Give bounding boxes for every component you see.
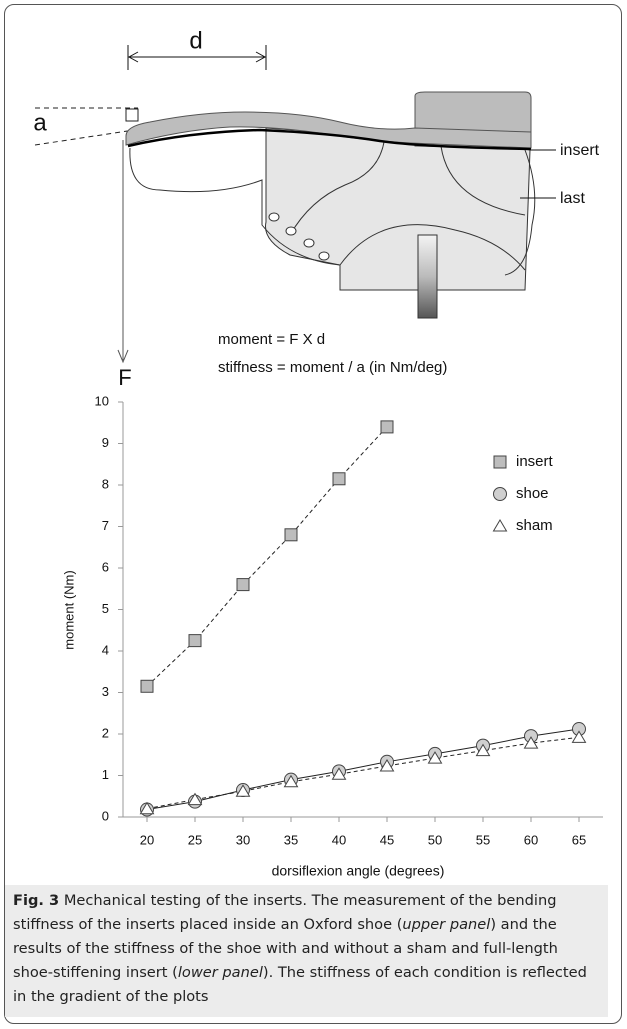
y-tick-label: 10 xyxy=(95,393,109,408)
marker xyxy=(381,421,393,433)
label-a: a xyxy=(33,109,47,136)
y-tick-label: 7 xyxy=(102,518,109,533)
x-tick-label: 45 xyxy=(380,832,394,847)
marker xyxy=(285,529,297,541)
caption-italic: lower panel xyxy=(178,964,263,981)
label-insert: insert xyxy=(560,142,600,159)
legend-marker xyxy=(494,456,506,468)
formula: moment = F X d xyxy=(218,331,325,348)
caption: Fig. 3 Mechanical testing of the inserts… xyxy=(5,885,608,1017)
shoe-diagram: d a insert last F moment = F X d stiffne… xyxy=(33,27,599,389)
pivot-square xyxy=(126,109,138,121)
figure: d a insert last F moment = F X d stiffne… xyxy=(0,0,627,885)
x-tick-label: 20 xyxy=(140,832,154,847)
x-axis-title: dorsiflexion angle (degrees) xyxy=(272,863,445,879)
clamp xyxy=(418,235,437,318)
series-line xyxy=(147,729,579,810)
marker xyxy=(237,579,249,591)
legend-label: sham xyxy=(516,517,553,534)
x-tick-label: 55 xyxy=(476,832,490,847)
last xyxy=(266,128,531,290)
y-tick-label: 2 xyxy=(102,725,109,740)
marker xyxy=(189,635,201,647)
label-last: last xyxy=(560,190,585,207)
y-tick-label: 4 xyxy=(102,642,109,657)
caption-italic: upper panel xyxy=(402,916,490,933)
caption-label: Fig. 3 xyxy=(13,892,59,909)
y-tick-label: 6 xyxy=(102,559,109,574)
legend-label: shoe xyxy=(516,485,549,502)
legend-label: insert xyxy=(516,453,554,470)
x-tick-label: 40 xyxy=(332,832,346,847)
label-d: d xyxy=(189,27,202,54)
x-tick-label: 65 xyxy=(572,832,586,847)
y-tick-label: 8 xyxy=(102,476,109,491)
y-tick-label: 1 xyxy=(102,767,109,782)
marker xyxy=(141,680,153,692)
x-tick-label: 60 xyxy=(524,832,538,847)
formula: stiffness = moment / a (in Nm/deg) xyxy=(218,359,447,376)
x-tick-label: 30 xyxy=(236,832,250,847)
series-line xyxy=(147,427,387,686)
legend-marker xyxy=(494,488,507,501)
legend-marker xyxy=(494,520,507,531)
label-f: F xyxy=(118,365,131,390)
y-tick-label: 0 xyxy=(102,808,109,823)
marker xyxy=(333,473,345,485)
x-tick-label: 35 xyxy=(284,832,298,847)
y-axis-title: moment (Nm) xyxy=(61,570,76,649)
x-tick-label: 50 xyxy=(428,832,442,847)
x-tick-label: 25 xyxy=(188,832,202,847)
chart: moment (Nm) dorsiflexion angle (degrees)… xyxy=(61,393,603,878)
y-tick-label: 3 xyxy=(102,684,109,699)
y-tick-label: 5 xyxy=(102,601,109,616)
y-tick-label: 9 xyxy=(102,435,109,450)
